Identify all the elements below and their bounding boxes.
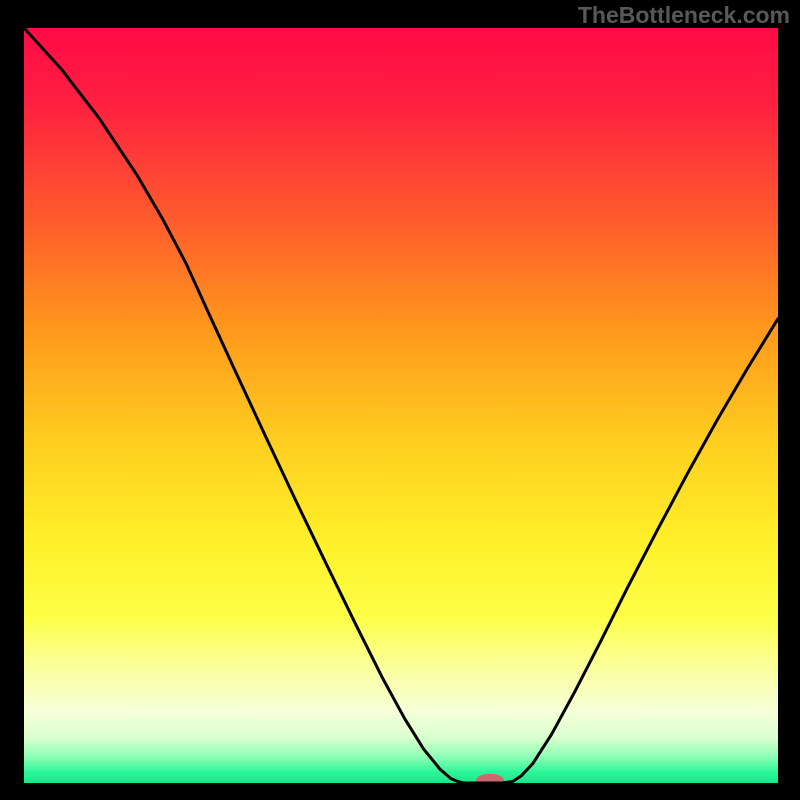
attribution-text: TheBottleneck.com	[578, 2, 790, 29]
plot-background	[24, 28, 778, 783]
plot-svg	[24, 28, 778, 783]
plot-area	[24, 28, 778, 783]
chart-frame: TheBottleneck.com	[0, 0, 800, 800]
